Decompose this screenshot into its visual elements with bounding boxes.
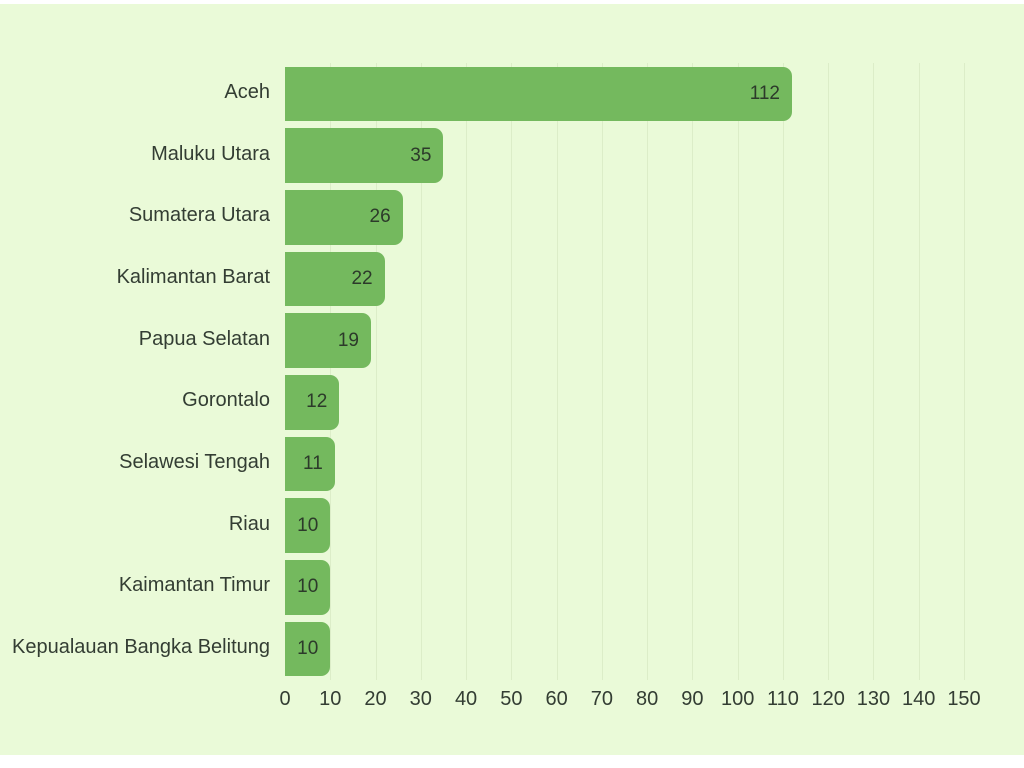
category-label: Gorontalo — [182, 389, 270, 412]
x-tick-label: 0 — [279, 688, 291, 710]
x-tick-label: 80 — [636, 688, 659, 710]
category-label: Kalimantan Barat — [116, 265, 270, 288]
x-tick-label: 60 — [545, 688, 568, 710]
grid-line — [647, 63, 649, 680]
category-label: Aceh — [224, 80, 270, 103]
grid-line — [375, 63, 377, 680]
x-tick-label: 120 — [811, 688, 845, 710]
category-label: Kepualauan Bangka Belitung — [12, 636, 270, 659]
bar-value-label: 10 — [297, 638, 319, 660]
bar: 11 — [285, 436, 335, 492]
bar: 35 — [285, 128, 444, 183]
category-label: Sumatera Utara — [128, 204, 270, 227]
bar-value-label: 12 — [306, 391, 328, 413]
bar-value-label: 112 — [749, 82, 780, 104]
bar: 19 — [285, 313, 371, 368]
bar: 10 — [285, 560, 331, 615]
bar: 22 — [285, 251, 385, 307]
category-label: Riau — [228, 512, 270, 535]
x-tick-label: 90 — [681, 688, 704, 710]
x-tick-label: 10 — [319, 688, 342, 710]
x-tick-label: 30 — [409, 688, 432, 710]
chart-canvas: 112 35 26 22 19 12 11 10 10 10 Aceh Maluku Utara Su… — [0, 4, 1024, 755]
x-tick-label: 70 — [590, 688, 613, 710]
bar: 26 — [285, 189, 403, 245]
grid-line — [737, 63, 739, 680]
category-label: Papua Selatan — [138, 327, 270, 350]
bar-value-label: 10 — [297, 576, 319, 598]
grid-line — [692, 63, 694, 680]
x-tick-label: 40 — [454, 688, 478, 710]
bar-value-label: 26 — [369, 206, 391, 228]
grid-line — [420, 63, 422, 680]
x-tick-label: 150 — [947, 688, 981, 710]
bar: 112 — [285, 66, 792, 122]
bar-value-label: 11 — [303, 453, 323, 475]
grid-line — [556, 63, 558, 680]
grid-line — [828, 63, 830, 680]
x-tick-label: 140 — [902, 688, 936, 710]
category-label: Selawesi Tengah — [119, 451, 270, 474]
x-tick-label: 130 — [856, 688, 891, 710]
plot-area: 112 35 26 22 19 12 11 10 10 10 — [285, 63, 965, 680]
grid-line — [511, 63, 513, 680]
x-tick-label: 50 — [500, 688, 523, 710]
bar: 10 — [285, 498, 331, 554]
grid-line — [873, 63, 875, 680]
x-tick-label: 110 — [766, 688, 799, 710]
grid-line — [601, 63, 603, 680]
bar: 10 — [285, 621, 331, 677]
bar-value-label: 35 — [410, 144, 432, 166]
bar-value-label: 10 — [297, 514, 319, 536]
category-label: Kaimantan Timur — [118, 574, 270, 597]
x-tick-label: 100 — [720, 688, 755, 710]
grid-line — [330, 63, 332, 680]
x-tick-label: 20 — [364, 688, 387, 710]
grid-line — [964, 63, 965, 680]
bar-value-label: 19 — [337, 329, 359, 351]
bar: 12 — [285, 375, 340, 430]
grid-line — [782, 63, 784, 680]
grid-line — [466, 63, 468, 680]
bar-value-label: 22 — [351, 267, 373, 289]
grid-line — [918, 63, 920, 680]
category-label: Maluku Utara — [151, 142, 270, 165]
